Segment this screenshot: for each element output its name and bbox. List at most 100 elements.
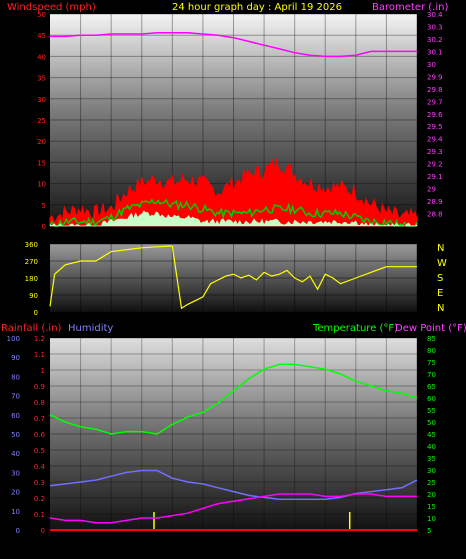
x-tick-label: 22 — [382, 538, 391, 546]
wind-low-area — [49, 210, 418, 227]
humidity-tick-label: 0 — [16, 527, 20, 535]
x-tick-label: 18 — [321, 232, 330, 240]
x-tick-label: 06 — [137, 538, 146, 546]
rainfall-tick-label: 0.5 — [34, 447, 45, 455]
humidity-tick-label: 80 — [11, 373, 20, 381]
temperature-tick-label: 20 — [427, 491, 436, 499]
barometer-tick-label: 30.2 — [427, 36, 443, 44]
barometer-tick-label: 29 — [427, 186, 436, 194]
barometer-tick-label: 28.8 — [427, 211, 443, 219]
wind-direction-line — [49, 245, 417, 310]
compass-label: N — [437, 303, 444, 314]
windspeed-tick-label: 10 — [37, 181, 46, 189]
temperature-tick-label: 15 — [427, 503, 436, 511]
barometer-tick-label: 29.1 — [427, 173, 443, 181]
windspeed-tick-label: 5 — [42, 202, 46, 210]
temperature-line — [49, 363, 418, 435]
temperature-tick-label: 40 — [427, 443, 436, 451]
humidity-tick-label: 90 — [11, 354, 20, 362]
x-tick-label: 10 — [198, 538, 207, 546]
x-tick-label: 06 — [137, 232, 146, 240]
temperature-tick-label: 65 — [427, 383, 436, 391]
barometer-tick-label: 29.8 — [427, 86, 443, 94]
x-tick-label: 12 — [229, 232, 238, 240]
x-tick-label: 02 — [76, 538, 85, 546]
x-tick-label: 00 — [413, 538, 422, 546]
compass-label: N — [437, 243, 444, 254]
humidity-tick-label: 50 — [11, 431, 20, 439]
windspeed-tick-label: 30 — [37, 96, 46, 104]
wind-gust-area — [49, 158, 418, 227]
barometer-tick-label: 29.5 — [427, 123, 443, 131]
dew-point-axis-title: Dew Point (°F) — [395, 323, 466, 334]
barometer-tick-label: 30.4 — [427, 11, 443, 19]
barometer-tick-label: 29.7 — [427, 98, 443, 106]
barometer-tick-label: 30.3 — [427, 23, 443, 31]
temperature-tick-label: 85 — [427, 335, 436, 343]
barometer-tick-label: 30 — [427, 61, 436, 69]
humidity-tick-label: 100 — [7, 335, 20, 343]
direction-tick-label: 90 — [29, 292, 38, 300]
direction-tick-label: 0 — [34, 309, 38, 317]
rainfall-tick-label: 0.7 — [34, 415, 45, 423]
humidity-tick-label: 20 — [11, 489, 20, 497]
x-tick-label: 08 — [168, 232, 177, 240]
rainfall-tick-label: 0.9 — [34, 383, 45, 391]
graph-title: 24 hour graph day : April 19 2026 — [172, 2, 342, 13]
barometer-tick-label: 28.9 — [427, 198, 443, 206]
windspeed-tick-label: 40 — [37, 53, 46, 61]
temperature-tick-label: 70 — [427, 371, 436, 379]
dew-point-line — [49, 493, 417, 524]
windspeed-tick-label: 45 — [37, 32, 46, 40]
barometer-line — [50, 31, 417, 58]
x-tick-label: 12 — [229, 538, 238, 546]
direction-tick-label: 270 — [25, 258, 38, 266]
rainfall-tick-label: 0.1 — [34, 511, 45, 519]
rainfall-tick-label: 0 — [41, 527, 45, 535]
temperature-tick-label: 55 — [427, 407, 436, 415]
sunset-label: Sunset — [338, 538, 362, 546]
rainfall-tick-label: 0.3 — [34, 479, 45, 487]
x-tick-label: 14 — [260, 538, 269, 546]
x-tick-label: 00 — [413, 232, 422, 240]
temperature-tick-label: 30 — [427, 467, 436, 475]
x-tick-label: 20 — [351, 232, 360, 240]
compass-label: S — [437, 273, 443, 284]
x-tick-label: 16 — [290, 538, 299, 546]
windspeed-tick-label: 15 — [37, 159, 46, 167]
rainfall-tick-label: 1.2 — [34, 335, 45, 343]
windspeed-tick-label: 25 — [37, 117, 46, 125]
rainfall-tick-label: 0.2 — [34, 495, 45, 503]
temperature-tick-label: 75 — [427, 359, 436, 367]
rainfall-axis-title: Rainfall (.in) — [1, 323, 62, 334]
humidity-tick-label: 30 — [11, 469, 20, 477]
x-tick-label: 04 — [107, 538, 116, 546]
x-tick-label: 22 — [382, 232, 391, 240]
rainfall-tick-label: 0.4 — [34, 463, 46, 471]
humidity-tick-label: 70 — [11, 393, 20, 401]
humidity-tick-label: 60 — [11, 412, 20, 420]
x-tick-label: 14 — [260, 232, 269, 240]
temperature-tick-label: 35 — [427, 455, 436, 463]
barometer-tick-label: 29.6 — [427, 111, 443, 119]
windspeed-tick-label: 20 — [37, 138, 46, 146]
x-tick-label: 02 — [76, 232, 85, 240]
humidity-tick-label: 10 — [11, 508, 20, 516]
temperature-tick-label: 80 — [427, 347, 436, 355]
rainfall-tick-label: 0.8 — [34, 399, 45, 407]
temperature-tick-label: 45 — [427, 431, 436, 439]
humidity-tick-label: 40 — [11, 450, 20, 458]
compass-label: E — [437, 288, 443, 299]
x-tick-label: 04 — [107, 232, 116, 240]
windspeed-tick-label: 0 — [42, 223, 46, 231]
x-tick-label: 16 — [290, 232, 299, 240]
barometer-tick-label: 30.1 — [427, 48, 443, 56]
windspeed-axis-title: Windspeed (mph) — [7, 2, 96, 13]
temperature-tick-label: 5 — [427, 527, 431, 535]
humidity-axis-title: Humidity — [68, 323, 113, 334]
rainfall-tick-label: 0.6 — [34, 431, 46, 439]
x-tick-label: 10 — [198, 232, 207, 240]
x-tick-label: 08 — [168, 538, 177, 546]
x-tick-label: 20 — [351, 538, 360, 546]
